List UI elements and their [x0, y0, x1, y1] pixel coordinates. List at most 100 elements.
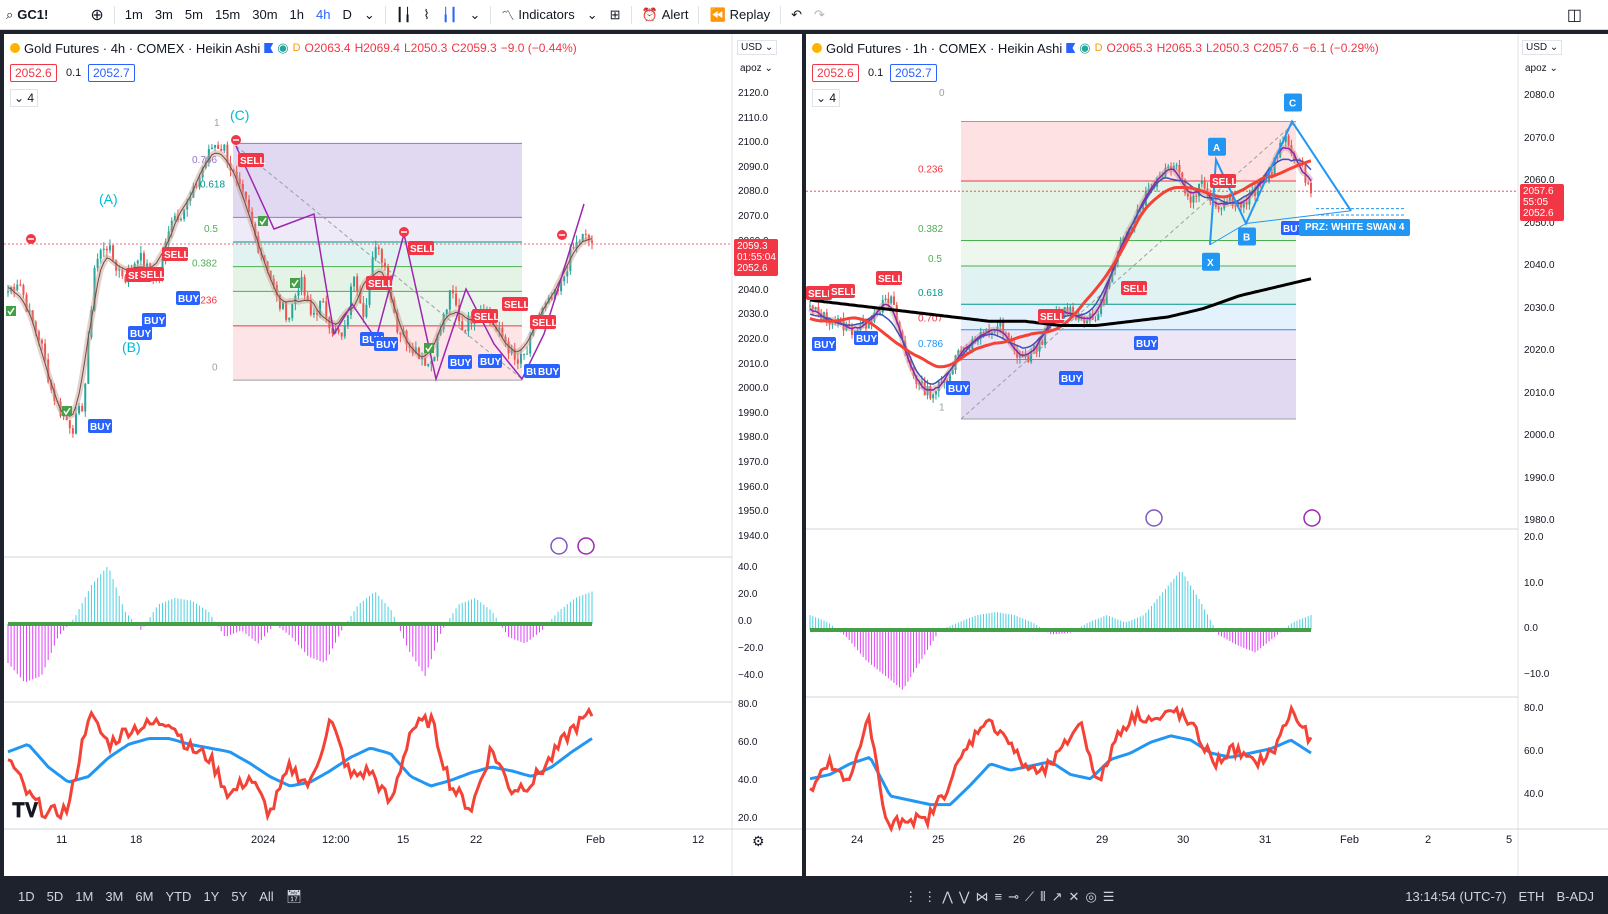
range-all[interactable]: All — [259, 889, 274, 904]
price-tick-label: 2090.0 — [738, 161, 769, 173]
range-ytd[interactable]: YTD — [165, 889, 192, 904]
candle-body — [115, 260, 118, 271]
candle-body — [1097, 314, 1100, 321]
ray-icon[interactable]: ↗ — [1051, 888, 1069, 904]
flag-icon[interactable] — [264, 43, 274, 53]
goto-date-button[interactable]: 📅︎ — [280, 879, 309, 914]
ask-price-box[interactable]: 2052.7 — [890, 64, 937, 82]
session-button[interactable]: ETH — [1518, 889, 1545, 904]
fib-label: 0.236 — [918, 165, 943, 176]
candle-body — [214, 144, 217, 148]
interval-15m[interactable]: 15m — [214, 7, 241, 22]
currency-button[interactable]: USD ⌄ — [737, 40, 778, 55]
series-title: Gold Futures · 4h · COMEX · Heikin Ashi — [24, 40, 261, 56]
candle-body — [1240, 201, 1243, 208]
fib-zone — [233, 242, 522, 267]
range-5d[interactable]: 5D — [46, 889, 64, 904]
symbol-search[interactable]: ⌕ GC1! — [0, 0, 54, 30]
chart-canvas-1h[interactable]: 0 0.236 0.382 0.5 0.618 0.707 0.786 1 X A B C BUY BUY… — [806, 34, 1608, 876]
layouts-button[interactable]: ⊞ — [604, 0, 627, 30]
spread-label: 0.1 — [868, 67, 884, 79]
ask-price-box[interactable]: 2052.7 — [88, 64, 135, 82]
candle-body — [915, 375, 918, 384]
fib-icon[interactable]: ☰ — [1102, 888, 1121, 904]
visibility-dot-icon[interactable]: ◉ — [1079, 40, 1091, 55]
fib-label: 0 — [939, 88, 945, 99]
undo-button[interactable]: ↶ — [785, 0, 808, 30]
unit-button[interactable]: apoz ⌄ — [737, 62, 776, 75]
candle-body — [1195, 195, 1198, 197]
plus-circle-icon: ⊕ — [90, 6, 104, 24]
trend-line-icon[interactable]: ⟋ — [1025, 888, 1041, 904]
interval-5m[interactable]: 5m — [184, 7, 203, 22]
rsi-tick-label: 80.0 — [738, 699, 758, 710]
clock-display[interactable]: 13:14:54 (UTC-7) — [1405, 889, 1507, 904]
checkmark-stroke — [63, 407, 71, 416]
candle-body — [238, 178, 241, 184]
measure-icon[interactable]: ⫴ — [1040, 888, 1052, 904]
interval-4h[interactable]: 4h — [316, 7, 331, 22]
candle-body — [1192, 195, 1195, 203]
interval-d[interactable]: D — [342, 7, 352, 22]
drawing-tools-strip[interactable]: ⋮⋮ ⋀⋁ ⋈ ≡ ⊸ ⟋ ⫴ ↗ ✕ ◎ ☰ — [898, 879, 1126, 914]
unit-button[interactable]: apoz ⌄ — [1522, 62, 1561, 75]
buy-signal-marker — [1059, 371, 1083, 385]
bid-price-box[interactable]: 2052.6 — [10, 64, 57, 82]
interval-1m[interactable]: 1m — [124, 7, 143, 22]
elliott-wave-icon[interactable]: ⋀⋁ — [942, 888, 976, 904]
range-1y[interactable]: 1Y — [203, 889, 220, 904]
replay-button[interactable]: ⏪ Replay — [703, 0, 776, 30]
alert-button[interactable]: ⏰ Alert — [636, 0, 695, 30]
chart-type-dropdown[interactable]: ⌄ — [463, 0, 486, 30]
range-5y[interactable]: 5Y — [231, 889, 248, 904]
fib-zone — [233, 217, 522, 242]
chart-panel-4h[interactable]: 1 0.786 0.618 0.5 0.382 0.236 0 (A) (B) (C) BUY BUY… — [4, 34, 802, 876]
chart-canvas-4h[interactable]: 10.7860.6180.50.3820.2360(A)(B)(C)BUYBUY… — [4, 34, 802, 876]
unit-label: apoz — [740, 63, 762, 74]
lines-icon[interactable]: ≡ — [994, 889, 1009, 904]
line-type-button[interactable]: ⌇ — [417, 0, 435, 30]
bar-countdown: 55:05 — [1523, 197, 1549, 208]
range-6m[interactable]: 6M — [135, 889, 154, 904]
currency-button[interactable]: USD ⌄ — [1522, 40, 1563, 55]
indicators-dropdown[interactable]: ⌄ — [581, 0, 604, 30]
candle-body — [467, 315, 470, 332]
cycle-icon[interactable]: ◎ — [1085, 888, 1103, 904]
adjustment-button[interactable]: B-ADJ — [1556, 889, 1594, 904]
candle-body — [1035, 344, 1038, 352]
sidebar-toggle-button[interactable]: ◫ — [1561, 0, 1588, 30]
indicators-collapse-button[interactable]: ⌄ 4 — [812, 89, 841, 107]
interval-30m[interactable]: 30m — [252, 7, 278, 22]
interval-3m[interactable]: 3m — [154, 7, 173, 22]
candle-body — [445, 309, 448, 315]
flag-icon[interactable] — [1066, 43, 1076, 53]
tradingview-logo[interactable]: 𝐓𝐕 — [12, 800, 39, 822]
indicators-button[interactable]: 〽 Indicators — [495, 0, 580, 30]
price-tick-label: 2080.0 — [1524, 90, 1555, 101]
fib-trend-line — [960, 121, 1297, 420]
xabcd-icon[interactable]: ✕ — [1068, 888, 1086, 904]
candle-body — [349, 286, 352, 316]
interval-dropdown[interactable]: ⌄ — [358, 0, 381, 30]
hline-icon[interactable]: ⊸ — [1008, 888, 1026, 904]
interval-1h[interactable]: 1h — [289, 7, 304, 22]
bid-price-box[interactable]: 2052.6 — [812, 64, 859, 82]
pattern-icon[interactable]: ⋈ — [975, 888, 995, 904]
range-1m[interactable]: 1M — [75, 889, 94, 904]
visibility-dot-icon[interactable]: ◉ — [277, 40, 289, 55]
settings-gear-icon[interactable]: ⚙ — [752, 833, 765, 849]
indicators-collapse-button[interactable]: ⌄ 4 — [10, 89, 39, 107]
candles-type-button[interactable]: ┃╽ — [390, 0, 418, 30]
add-symbol-button[interactable]: ⊕ — [84, 0, 109, 30]
range-1d[interactable]: 1D — [18, 889, 35, 904]
redo-button[interactable]: ↷ — [808, 0, 831, 30]
divider — [113, 5, 115, 24]
candle-body — [1021, 355, 1024, 358]
heikin-ashi-button[interactable]: ╽┃ — [436, 0, 464, 30]
range-3m[interactable]: 3M — [105, 889, 124, 904]
candle-body — [985, 329, 988, 334]
candle-body — [498, 327, 501, 330]
candle-body — [513, 348, 516, 360]
rsi-tick-label: 60.0 — [738, 737, 758, 748]
chart-panel-1h[interactable]: 0 0.236 0.382 0.5 0.618 0.707 0.786 1 X A B C BUY BUY… — [806, 34, 1608, 876]
